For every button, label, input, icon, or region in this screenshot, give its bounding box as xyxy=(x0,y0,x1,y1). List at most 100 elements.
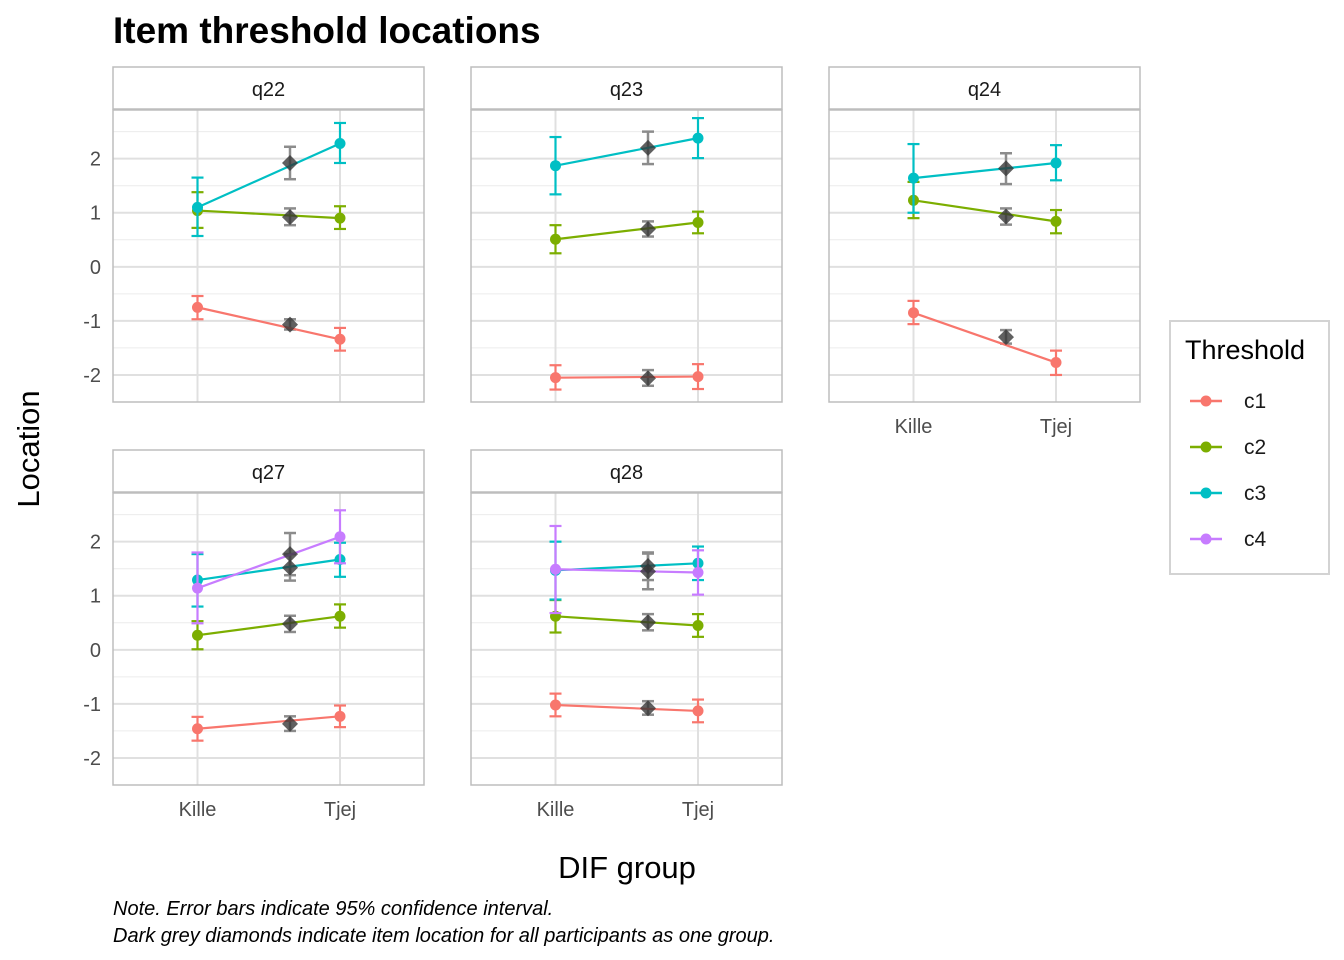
data-point xyxy=(692,619,704,631)
y-tick-label: -1 xyxy=(83,311,101,333)
series-c4 xyxy=(549,524,704,615)
panel-border xyxy=(470,492,783,786)
facet-panel-q22: q22 -2 -1 0 1 2 xyxy=(83,66,425,403)
overall-diamond xyxy=(640,700,656,717)
series-line xyxy=(555,375,699,379)
series-line xyxy=(913,161,1057,180)
overall-diamond xyxy=(640,614,656,631)
plot-background xyxy=(471,493,782,785)
facet-strip xyxy=(828,66,1141,110)
overall-diamond xyxy=(282,615,298,632)
series-line xyxy=(913,199,1057,223)
series-c3 xyxy=(191,121,346,238)
overall-diamond xyxy=(282,559,298,576)
legend-entries: c1 c2 c3 c4 xyxy=(1190,390,1267,551)
data-point xyxy=(1050,157,1062,169)
plot-background xyxy=(113,110,424,402)
series-line xyxy=(555,221,699,241)
facet-strip-label: q24 xyxy=(968,79,1001,101)
x-tick-label: Tjej xyxy=(1040,416,1072,438)
x-axis-title: DIF group xyxy=(558,850,696,885)
series-c3 xyxy=(907,142,1062,214)
chart-title: Item threshold locations xyxy=(113,10,541,51)
series-c1 xyxy=(549,363,704,391)
overall-diamond xyxy=(998,160,1014,177)
overall-diamond xyxy=(282,715,298,732)
legend-entry-c1: c1 xyxy=(1190,390,1266,413)
series-line xyxy=(555,137,699,167)
data-point xyxy=(334,610,346,622)
plot-background xyxy=(829,110,1140,402)
legend-key-point xyxy=(1200,487,1212,499)
data-point xyxy=(192,723,203,735)
legend-entry-c4: c4 xyxy=(1190,528,1267,551)
data-point xyxy=(334,531,346,543)
series-c2 xyxy=(191,603,346,651)
x-tick-label: Tjej xyxy=(324,799,356,821)
series-line xyxy=(197,209,341,220)
data-point xyxy=(1050,357,1062,369)
y-tick-label: 2 xyxy=(90,149,101,171)
overall-diamond xyxy=(998,208,1014,225)
series-c1 xyxy=(191,294,346,352)
plot-background xyxy=(113,493,424,785)
facet-strip xyxy=(112,66,425,110)
data-point xyxy=(192,629,203,641)
x-tick-label: Kille xyxy=(179,799,217,821)
legend-key-point xyxy=(1200,533,1212,545)
series-line xyxy=(197,558,341,582)
data-point xyxy=(1050,215,1062,227)
facet-strip xyxy=(470,449,783,493)
series-line xyxy=(197,142,341,209)
series-c4 xyxy=(191,509,346,625)
panel-border xyxy=(112,492,425,786)
facet-panel-q23: q23 xyxy=(470,66,783,403)
data-point xyxy=(692,371,704,383)
series-line xyxy=(913,311,1057,364)
series-line xyxy=(197,535,341,590)
data-point xyxy=(692,566,704,578)
facet-strip-label: q28 xyxy=(610,462,643,484)
overall-diamond xyxy=(640,563,656,580)
series-line xyxy=(197,715,341,730)
data-point xyxy=(550,563,561,575)
series-c1 xyxy=(549,692,704,724)
data-point xyxy=(192,301,203,313)
legend-label: c2 xyxy=(1244,436,1266,459)
series-line xyxy=(197,306,341,341)
overall-diamond xyxy=(998,329,1014,346)
data-point xyxy=(692,216,704,228)
data-point xyxy=(334,710,346,722)
data-point xyxy=(550,372,561,384)
y-axis-title: Location xyxy=(11,390,46,507)
data-point xyxy=(692,705,704,717)
facet-strip xyxy=(470,66,783,110)
series-line xyxy=(555,703,699,713)
series-c1 xyxy=(191,704,346,742)
data-point xyxy=(334,138,346,150)
overall-diamond xyxy=(640,139,656,156)
legend-label: c3 xyxy=(1244,482,1266,505)
plot-background xyxy=(471,110,782,402)
y-tick-label: 0 xyxy=(90,257,101,279)
y-tick-label: 0 xyxy=(90,640,101,662)
facet-strip-label: q22 xyxy=(252,79,285,101)
data-point xyxy=(192,582,203,594)
data-point xyxy=(692,132,704,144)
x-tick-label: Kille xyxy=(537,799,575,821)
facet-panels: q22 -2 -1 0 1 2 q23 q24 Kille Tjej q27 -2 -1 0 1 2 Kille… xyxy=(83,66,1141,821)
series-c3 xyxy=(549,117,704,196)
overall-diamond xyxy=(282,546,298,563)
legend: Threshold c1 c2 c3 c4 xyxy=(1169,320,1330,575)
overall-diamond xyxy=(282,154,298,171)
data-point xyxy=(908,307,919,319)
x-tick-label: Tjej xyxy=(682,799,714,821)
x-tick-label: Kille xyxy=(895,416,933,438)
facet-panel-q28: q28 Kille Tjej xyxy=(470,449,783,821)
y-tick-label: -1 xyxy=(83,694,101,716)
series-line xyxy=(555,568,699,574)
data-point xyxy=(334,212,346,224)
series-c2 xyxy=(549,210,704,255)
data-point xyxy=(908,172,919,184)
